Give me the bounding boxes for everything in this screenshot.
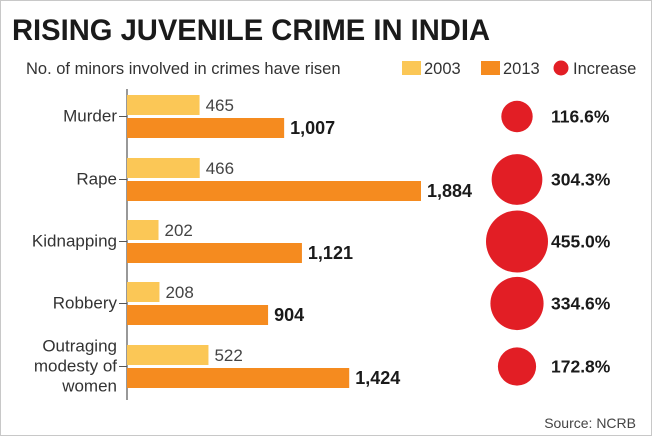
legend-swatch-2003 [402, 61, 421, 75]
category-label-4-0: Outraging [42, 337, 117, 356]
legend-swatch-2013 [481, 61, 500, 75]
category-label-1-0: Rape [76, 170, 117, 189]
bar-2013-3 [127, 305, 269, 325]
increase-bubble-2 [486, 210, 548, 273]
chart-subtitle: No. of minors involved in crimes have ri… [26, 60, 341, 78]
increase-bubble-1 [491, 154, 543, 205]
increase-label-3: 334.6% [551, 294, 611, 314]
data-label-2013-2: 1,121 [308, 243, 353, 263]
increase-bubble-0 [501, 100, 533, 133]
data-label-2013-0: 1,007 [290, 118, 335, 138]
data-label-2003-0: 465 [206, 96, 234, 115]
increase-label-1: 304.3% [551, 170, 611, 190]
data-label-2003-2: 202 [165, 221, 193, 240]
bar-2003-1 [127, 158, 200, 178]
bar-2013-1 [127, 181, 421, 201]
data-label-2013-4: 1,424 [355, 368, 400, 388]
bar-2003-2 [127, 220, 159, 240]
increase-bubble-4 [497, 347, 537, 386]
data-label-2013-3: 904 [274, 305, 304, 325]
increase-label-4: 172.8% [551, 357, 611, 377]
legend-label-2003: 2003 [424, 60, 461, 78]
category-label-3-0: Robbery [53, 294, 118, 313]
data-label-2013-1: 1,884 [427, 181, 472, 201]
bar-2003-4 [127, 345, 209, 365]
chart-title: RISING JUVENILE CRIME IN INDIA [12, 14, 490, 47]
category-label-4-1: modesty of [34, 357, 117, 376]
bar-2013-4 [127, 368, 350, 388]
legend-increase-marker [553, 60, 569, 76]
data-label-2003-3: 208 [165, 283, 193, 302]
legend-label-2013: 2013 [503, 60, 540, 78]
bar-2003-0 [127, 95, 200, 115]
increase-label-0: 116.6% [551, 107, 610, 127]
bar-2013-2 [127, 243, 302, 263]
bar-2003-3 [127, 282, 160, 302]
category-label-4-2: women [61, 377, 117, 396]
category-label-2-0: Kidnapping [32, 232, 117, 251]
increase-bubble-3 [490, 276, 544, 331]
legend-label-increase: Increase [573, 60, 636, 78]
bar-2013-0 [127, 118, 285, 138]
category-label-0-0: Murder [63, 107, 117, 126]
data-label-2003-1: 466 [206, 159, 234, 178]
data-label-2003-4: 522 [214, 346, 242, 365]
source-note: Source: NCRB [544, 415, 636, 431]
increase-label-2: 455.0% [551, 232, 611, 252]
